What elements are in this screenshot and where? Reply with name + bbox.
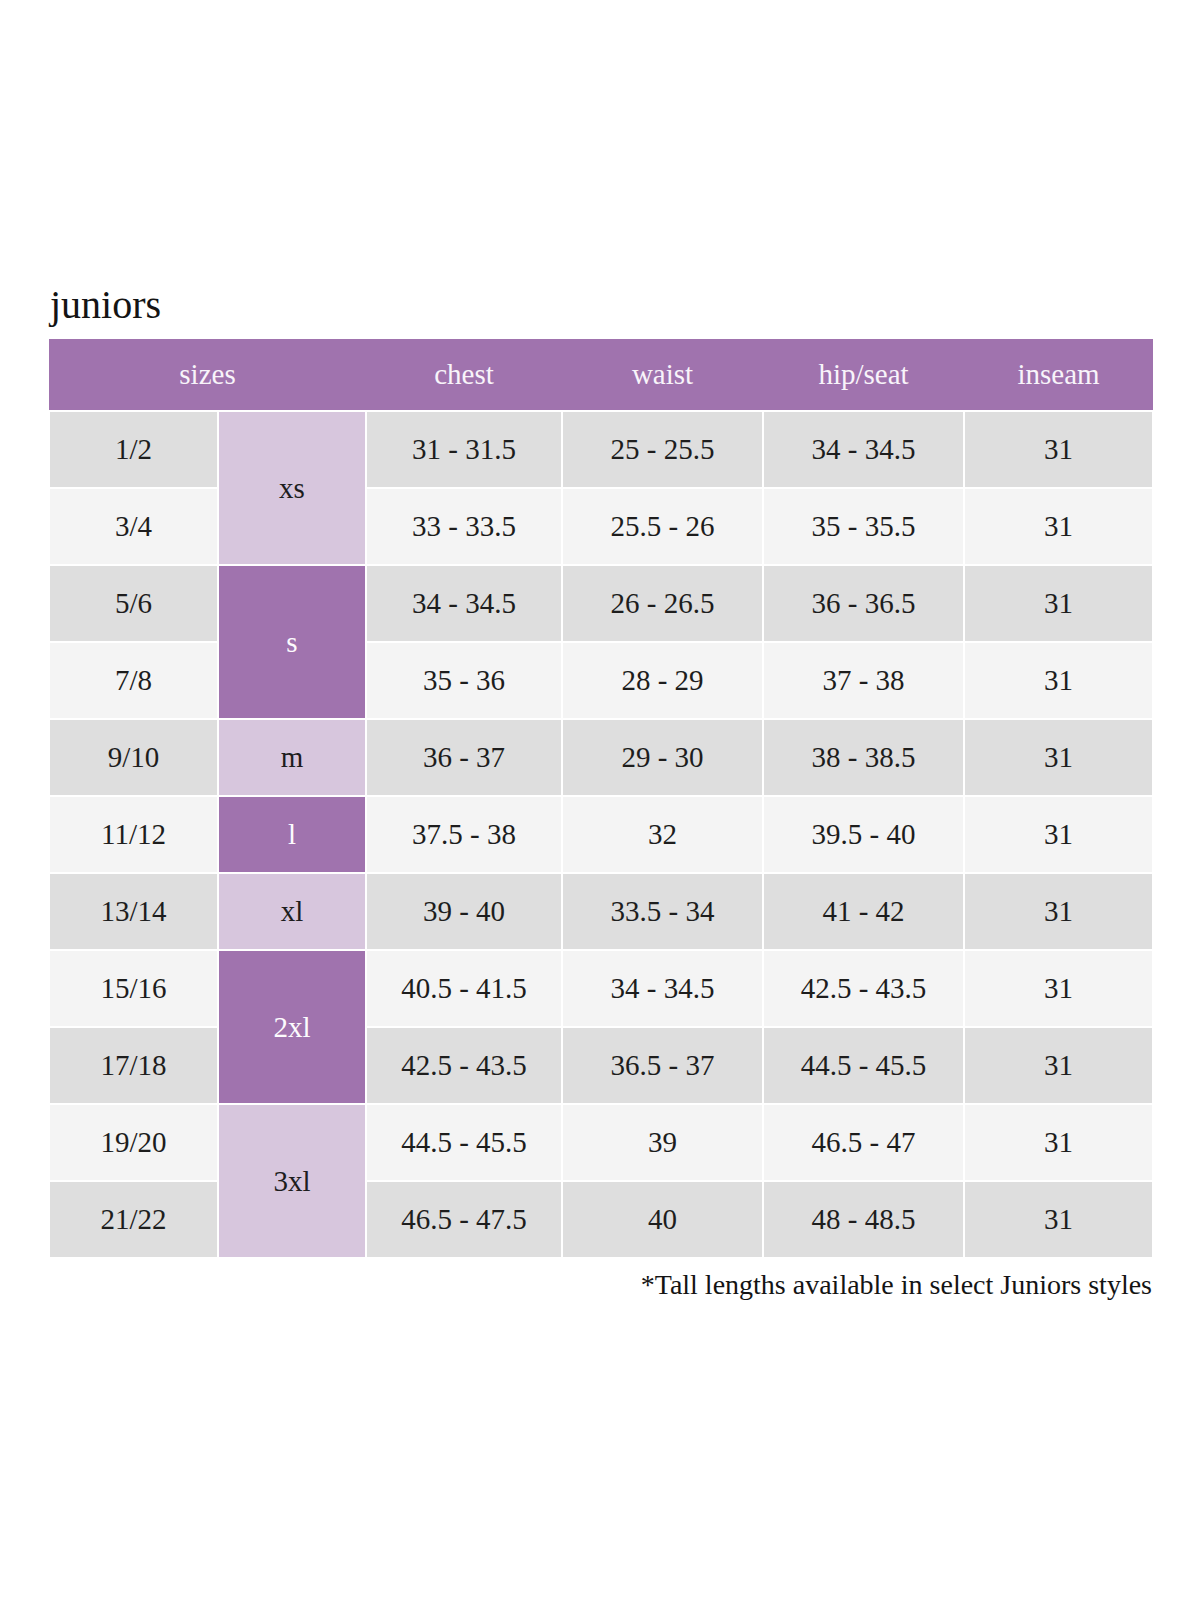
chest-cell: 34 - 34.5 — [366, 565, 562, 642]
waist-cell: 40 — [562, 1181, 763, 1258]
table-row: 19/203xl44.5 - 45.53946.5 - 4731 — [49, 1104, 1153, 1181]
hip-seat-cell: 41 - 42 — [763, 873, 964, 950]
size-number-cell: 1/2 — [49, 411, 218, 488]
table-row: 3/4 33 - 33.525.5 - 2635 - 35.531 — [49, 488, 1153, 565]
size-letter-cell: 2xl — [218, 950, 366, 1104]
size-letter-cell: s — [218, 565, 366, 719]
size-number-cell: 7/8 — [49, 642, 218, 719]
chest-cell: 31 - 31.5 — [366, 411, 562, 488]
size-number-cell: 5/6 — [49, 565, 218, 642]
size-letter-cell: l — [218, 796, 366, 873]
table-row: 11/12l37.5 - 383239.5 - 4031 — [49, 796, 1153, 873]
size-letter-cell: xs — [218, 411, 366, 565]
chest-cell: 37.5 - 38 — [366, 796, 562, 873]
column-header: hip/seat — [763, 339, 964, 411]
waist-cell: 33.5 - 34 — [562, 873, 763, 950]
table-row: 1/2xs31 - 31.525 - 25.534 - 34.531 — [49, 411, 1153, 488]
hip-seat-cell: 44.5 - 45.5 — [763, 1027, 964, 1104]
waist-cell: 39 — [562, 1104, 763, 1181]
hip-seat-cell: 34 - 34.5 — [763, 411, 964, 488]
inseam-cell: 31 — [964, 950, 1153, 1027]
hip-seat-cell: 35 - 35.5 — [763, 488, 964, 565]
table-row: 21/22 46.5 - 47.54048 - 48.531 — [49, 1181, 1153, 1258]
inseam-cell: 31 — [964, 642, 1153, 719]
size-number-cell: 19/20 — [49, 1104, 218, 1181]
header-row: sizeschestwaisthip/seatinseam — [49, 339, 1153, 411]
waist-cell: 29 - 30 — [562, 719, 763, 796]
table-row: 13/14xl39 - 4033.5 - 3441 - 4231 — [49, 873, 1153, 950]
table-body: 1/2xs31 - 31.525 - 25.534 - 34.5313/433 … — [49, 411, 1153, 1258]
hip-seat-cell: 38 - 38.5 — [763, 719, 964, 796]
size-number-cell: 3/4 — [49, 488, 218, 565]
size-number-cell: 21/22 — [49, 1181, 218, 1258]
size-number-cell: 13/14 — [49, 873, 218, 950]
waist-cell: 32 — [562, 796, 763, 873]
size-number-cell: 11/12 — [49, 796, 218, 873]
table-row: 7/8 35 - 3628 - 2937 - 3831 — [49, 642, 1153, 719]
inseam-cell: 31 — [964, 488, 1153, 565]
inseam-cell: 31 — [964, 1181, 1153, 1258]
chest-cell: 39 - 40 — [366, 873, 562, 950]
inseam-cell: 31 — [964, 873, 1153, 950]
table-row: 15/162xl40.5 - 41.534 - 34.542.5 - 43.53… — [49, 950, 1153, 1027]
table-header: sizeschestwaisthip/seatinseam — [49, 339, 1153, 411]
hip-seat-cell: 46.5 - 47 — [763, 1104, 964, 1181]
hip-seat-cell: 48 - 48.5 — [763, 1181, 964, 1258]
table-row: 5/6s34 - 34.526 - 26.536 - 36.531 — [49, 565, 1153, 642]
inseam-cell: 31 — [964, 796, 1153, 873]
chest-cell: 46.5 - 47.5 — [366, 1181, 562, 1258]
chest-cell: 42.5 - 43.5 — [366, 1027, 562, 1104]
inseam-cell: 31 — [964, 1104, 1153, 1181]
waist-cell: 28 - 29 — [562, 642, 763, 719]
size-letter-cell: m — [218, 719, 366, 796]
inseam-cell: 31 — [964, 1027, 1153, 1104]
hip-seat-cell: 37 - 38 — [763, 642, 964, 719]
hip-seat-cell: 42.5 - 43.5 — [763, 950, 964, 1027]
chest-cell: 35 - 36 — [366, 642, 562, 719]
column-header: sizes — [49, 339, 366, 411]
size-number-cell: 17/18 — [49, 1027, 218, 1104]
waist-cell: 25.5 - 26 — [562, 488, 763, 565]
size-chart-page: juniors sizeschestwaisthip/seatinseam 1/… — [0, 0, 1200, 1301]
waist-cell: 36.5 - 37 — [562, 1027, 763, 1104]
inseam-cell: 31 — [964, 411, 1153, 488]
footnote: *Tall lengths available in select Junior… — [48, 1269, 1152, 1301]
table-row: 9/10m36 - 3729 - 3038 - 38.531 — [49, 719, 1153, 796]
column-header: chest — [366, 339, 562, 411]
hip-seat-cell: 39.5 - 40 — [763, 796, 964, 873]
chest-cell: 36 - 37 — [366, 719, 562, 796]
table-row: 17/18 42.5 - 43.536.5 - 3744.5 - 45.531 — [49, 1027, 1153, 1104]
juniors-size-table: sizeschestwaisthip/seatinseam 1/2xs31 - … — [48, 339, 1154, 1259]
page-title: juniors — [50, 285, 1152, 325]
chest-cell: 33 - 33.5 — [366, 488, 562, 565]
chest-cell: 40.5 - 41.5 — [366, 950, 562, 1027]
waist-cell: 34 - 34.5 — [562, 950, 763, 1027]
waist-cell: 25 - 25.5 — [562, 411, 763, 488]
chest-cell: 44.5 - 45.5 — [366, 1104, 562, 1181]
size-letter-cell: xl — [218, 873, 366, 950]
inseam-cell: 31 — [964, 565, 1153, 642]
size-number-cell: 9/10 — [49, 719, 218, 796]
waist-cell: 26 - 26.5 — [562, 565, 763, 642]
column-header: inseam — [964, 339, 1153, 411]
inseam-cell: 31 — [964, 719, 1153, 796]
size-letter-cell: 3xl — [218, 1104, 366, 1258]
hip-seat-cell: 36 - 36.5 — [763, 565, 964, 642]
column-header: waist — [562, 339, 763, 411]
size-number-cell: 15/16 — [49, 950, 218, 1027]
